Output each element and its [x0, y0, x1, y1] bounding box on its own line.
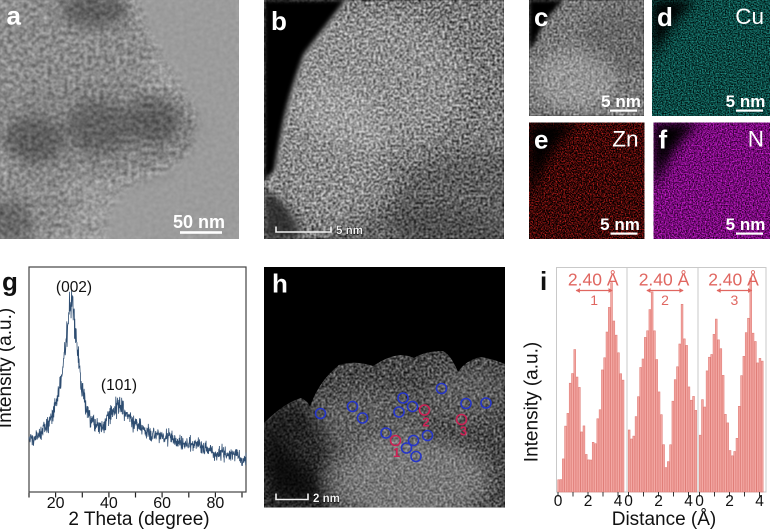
svg-text:20: 20 [47, 495, 65, 512]
svg-text:2: 2 [422, 415, 429, 430]
svg-text:N: N [748, 127, 764, 152]
svg-text:2: 2 [661, 292, 669, 308]
svg-text:b: b [271, 6, 287, 36]
svg-text:5 nm: 5 nm [336, 225, 363, 237]
svg-text:1: 1 [393, 445, 400, 460]
svg-text:2.40 Å: 2.40 Å [708, 270, 759, 290]
svg-text:Cu: Cu [735, 4, 764, 29]
svg-text:2 nm: 2 nm [313, 493, 340, 505]
svg-text:4: 4 [755, 493, 764, 510]
svg-text:Zn: Zn [612, 127, 638, 152]
svg-text:4: 4 [614, 493, 623, 510]
svg-text:0: 0 [624, 493, 633, 510]
svg-text:60: 60 [153, 495, 171, 512]
svg-text:d: d [657, 2, 673, 32]
svg-text:Intensity (a.u.): Intensity (a.u.) [0, 308, 16, 428]
svg-text:Distance (Å): Distance (Å) [612, 509, 717, 530]
svg-text:5 nm: 5 nm [726, 92, 766, 111]
svg-text:4: 4 [684, 493, 693, 510]
svg-text:2: 2 [584, 493, 593, 510]
svg-text:c: c [534, 2, 548, 32]
svg-text:2: 2 [654, 493, 663, 510]
svg-text:0: 0 [554, 493, 563, 510]
svg-text:f: f [659, 125, 668, 155]
svg-text:h: h [272, 269, 288, 299]
svg-text:2 Theta (degree): 2 Theta (degree) [68, 509, 209, 530]
svg-text:i: i [540, 266, 547, 296]
svg-text:0: 0 [695, 493, 704, 510]
svg-text:50 nm: 50 nm [173, 212, 225, 232]
svg-text:Intensity (a.u.): Intensity (a.u.) [522, 342, 543, 462]
svg-text:2: 2 [725, 493, 734, 510]
svg-text:3: 3 [460, 424, 467, 439]
svg-text:2.40 Å: 2.40 Å [639, 270, 690, 290]
svg-text:1: 1 [590, 292, 598, 308]
svg-text:2.40 Å: 2.40 Å [568, 270, 619, 290]
svg-text:(002): (002) [56, 279, 92, 296]
svg-text:e: e [534, 125, 548, 155]
svg-text:5 nm: 5 nm [600, 215, 640, 234]
svg-text:80: 80 [207, 495, 225, 512]
svg-text:3: 3 [731, 292, 739, 308]
svg-text:40: 40 [100, 495, 118, 512]
svg-text:a: a [7, 1, 22, 31]
svg-text:g: g [2, 267, 18, 297]
svg-text:(101): (101) [101, 377, 137, 394]
svg-text:5 nm: 5 nm [601, 92, 641, 111]
svg-text:5 nm: 5 nm [726, 215, 766, 234]
